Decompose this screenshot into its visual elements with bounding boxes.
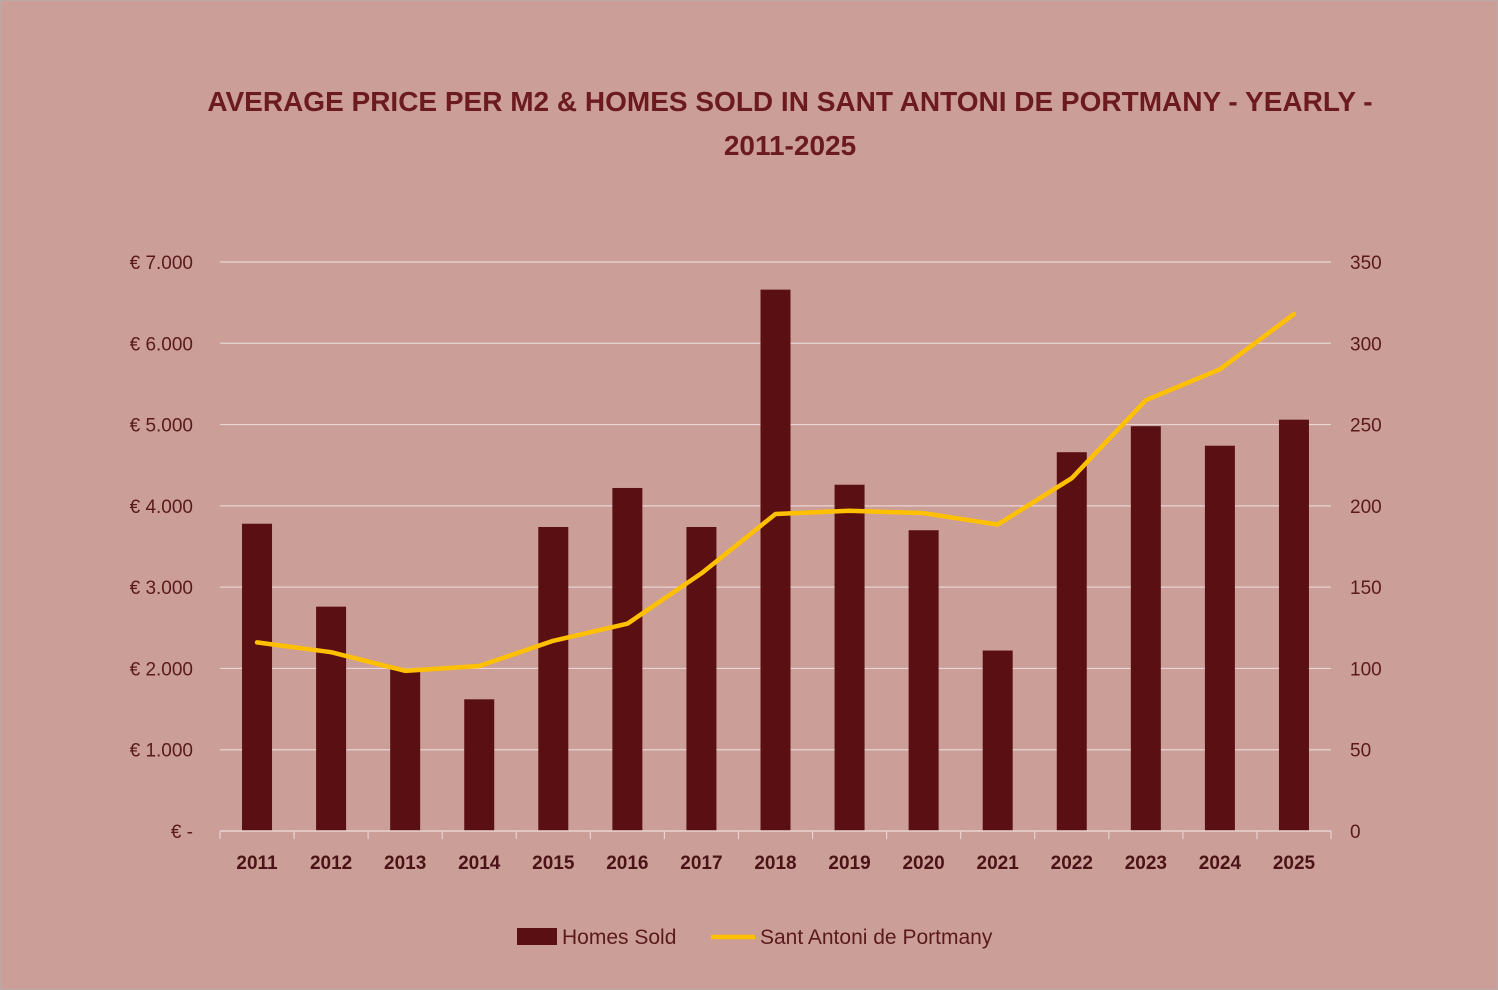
bar-homes-sold-2021: [982, 650, 1013, 831]
y-left-tick-label: € 2.000: [130, 659, 193, 680]
y-right-tick-label: 200: [1350, 497, 1382, 518]
bar-homes-sold-2012: [316, 606, 347, 831]
x-tick-label: 2019: [828, 853, 870, 874]
y-right-tick-label: 150: [1350, 578, 1382, 599]
y-right-tick-label: 100: [1350, 659, 1382, 680]
x-tick-label: 2013: [384, 853, 426, 874]
x-tick-label: 2020: [902, 853, 944, 874]
x-tick-label: 2015: [532, 853, 575, 874]
bar-homes-sold-2019: [834, 484, 865, 831]
bar-series-homes-sold: [242, 289, 1309, 831]
bar-homes-sold-2016: [612, 487, 643, 831]
bar-homes-sold-2020: [908, 530, 939, 831]
y-left-tick-label: € 5.000: [130, 416, 193, 437]
y-right-tick-label: 250: [1350, 416, 1382, 437]
y-right-tick-label: 0: [1350, 822, 1361, 843]
bar-homes-sold-2018: [760, 289, 791, 831]
bar-homes-sold-2015: [538, 526, 569, 831]
y-left-tick-label: € 4.000: [130, 497, 193, 518]
y-left-tick-label: € 1.000: [130, 741, 193, 762]
x-tick-label: 2016: [606, 853, 648, 874]
x-tick-label: 2012: [310, 853, 352, 874]
y-right-tick-label: 300: [1350, 334, 1382, 355]
x-tick-label: 2022: [1051, 853, 1093, 874]
bar-homes-sold-2024: [1204, 445, 1235, 831]
x-tick-label: 2023: [1125, 853, 1167, 874]
legend-label-sant-antoni: Sant Antoni de Portmany: [760, 926, 993, 949]
x-tick-label: 2014: [458, 853, 501, 874]
y-right-tick-label: 50: [1350, 741, 1371, 762]
legend-swatch-homes-sold: [517, 928, 557, 945]
x-tick-label: 2025: [1273, 853, 1316, 874]
bar-homes-sold-2023: [1130, 426, 1161, 831]
bar-homes-sold-2011: [242, 523, 273, 831]
y-left-tick-label: € -: [171, 822, 193, 843]
legend-label-homes-sold: Homes Sold: [562, 926, 676, 949]
y-right-tick-label: 350: [1350, 253, 1382, 274]
legend: Homes Sold Sant Antoni de Portmany: [517, 926, 993, 949]
bar-homes-sold-2014: [464, 699, 495, 831]
x-tick-label: 2024: [1199, 853, 1242, 874]
x-tick-label: 2021: [977, 853, 1020, 874]
bar-homes-sold-2013: [390, 668, 421, 831]
x-tick-label: 2017: [680, 853, 722, 874]
x-tick-label: 2011: [236, 853, 278, 874]
chart-title: AVERAGE PRICE PER M2 & HOMES SOLD IN SAN…: [207, 86, 1373, 161]
y-left-tick-label: € 3.000: [130, 578, 193, 599]
y-left-tick-label: € 7.000: [130, 253, 193, 274]
axes: € - € 1.000 € 2.000 € 3.000 € 4.000 € 5.000 € …: [130, 253, 1382, 874]
line-series-price: [254, 311, 1297, 674]
bar-homes-sold-2022: [1056, 452, 1087, 831]
y-left-tick-label: € 6.000: [130, 334, 193, 355]
x-tick-label: 2018: [754, 853, 796, 874]
bar-homes-sold-2025: [1278, 419, 1309, 831]
